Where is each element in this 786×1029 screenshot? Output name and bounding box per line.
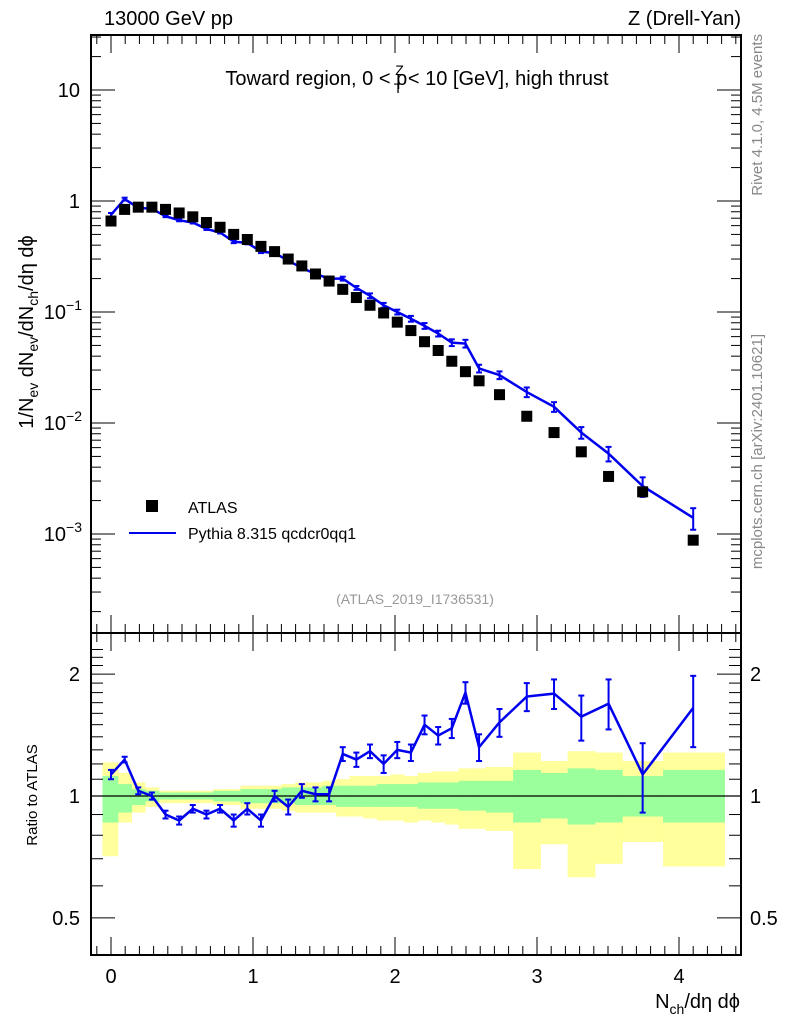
legend-pythia-label: Pythia 8.315 qcdcr0qq1 [188, 526, 356, 543]
xlabel-sub: ch [670, 1001, 685, 1017]
atlas-point [494, 389, 506, 401]
atlas-point [132, 201, 144, 213]
atlas-point [173, 207, 185, 219]
atlas-point [146, 201, 158, 213]
ratio-y-tick-label-left: 0.5 [52, 908, 80, 930]
atlas-point [548, 427, 560, 439]
atlas-point [160, 203, 172, 215]
header-right: Z (Drell-Yan) [628, 8, 741, 30]
main-title-sub: T [394, 80, 403, 96]
atlas-point [432, 344, 444, 356]
x-tick-label: 4 [673, 966, 684, 988]
atlas-point [214, 221, 226, 233]
atlas-point [296, 260, 308, 272]
atlas-point [323, 275, 335, 287]
atlas-point [521, 410, 533, 422]
atlas-point [391, 316, 403, 328]
legend-atlas-marker [146, 500, 158, 512]
atlas-point [282, 253, 294, 265]
atlas-point [187, 211, 199, 223]
ratio-y-tick-label-right: 0.5 [750, 908, 778, 930]
ylabel-part: dN [16, 352, 38, 383]
x-tick-label: 0 [105, 966, 116, 988]
ratio-y-tick-label-right: 1 [750, 786, 761, 808]
ylabel-sub: ev [25, 383, 41, 398]
atlas-point [687, 534, 699, 546]
y-tick-label: 10−2 [44, 408, 82, 435]
ratio-panel: 2 2 1 1 0.5 0.5 0 1 2 3 4 Ratio to ATLAS [24, 632, 778, 988]
main-title-prefix: Toward region, 0 < p [225, 68, 407, 90]
ylabel-sub: ev [25, 337, 41, 352]
xlabel-part: N [655, 991, 669, 1013]
x-tick-label: 1 [247, 966, 258, 988]
x-tick-label: 2 [389, 966, 400, 988]
y-tick-label: 10−3 [44, 519, 82, 546]
atlas-point [269, 246, 281, 258]
ratio-y-tick-label-left: 2 [69, 664, 80, 686]
atlas-point [119, 203, 131, 215]
x-axis-label: Nch/dη dϕ [655, 991, 740, 1017]
uncertainty-band-inner [102, 776, 119, 823]
atlas-point [309, 268, 321, 280]
ratio-frame [90, 632, 742, 956]
atlas-point [575, 446, 587, 458]
ylabel-part: /dN [16, 306, 38, 337]
uncertainty-band-inner [485, 780, 514, 813]
x-tick-label: 3 [531, 966, 542, 988]
ylabel-sub: ch [25, 291, 41, 306]
y-tick-label: 10−1 [44, 297, 82, 324]
mcplots-label: mcplots.cern.ch [arXiv:2401.10621] [749, 334, 766, 569]
atlas-point [446, 355, 458, 367]
atlas-point [255, 240, 267, 252]
atlas-point [350, 292, 362, 304]
atlas-point [241, 233, 253, 245]
header-left: 13000 GeV pp [104, 8, 233, 30]
atlas-point [405, 325, 417, 337]
atlas-point [228, 228, 240, 240]
atlas-point [378, 307, 390, 319]
atlas-point [603, 470, 615, 482]
ratio-y-tick-label-left: 1 [69, 786, 80, 808]
analysis-id: (ATLAS_2019_I1736531) [336, 591, 494, 607]
main-ylabel: 1/Nev dNev/dNch/dη dϕ [16, 235, 41, 428]
atlas-point [419, 336, 431, 348]
y-tick-label: 10 [58, 80, 80, 102]
rivet-label: Rivet 4.1.0, 4.5M events [749, 34, 766, 196]
main-panel: 10 1 10−1 10−2 10−3 Toward region, 0 < pZ T <… [16, 34, 742, 634]
xlabel-part: /dη dϕ [684, 991, 740, 1013]
uncertainty-band-inner [281, 787, 296, 804]
ylabel-part: 1/N [16, 398, 38, 429]
atlas-point [364, 299, 376, 311]
atlas-point [200, 217, 212, 229]
legend-atlas-label: ATLAS [188, 500, 238, 517]
legend: ATLAS Pythia 8.315 qcdcr0qq1 [129, 500, 356, 543]
atlas-point [105, 215, 117, 227]
pythia-line [110, 197, 694, 519]
atlas-point [459, 366, 471, 378]
y-tick-label: 1 [69, 191, 80, 213]
ylabel-part: /dη dϕ [16, 235, 38, 291]
main-title-suffix: < 10 [GeV], high thrust [402, 68, 609, 90]
ratio-ylabel: Ratio to ATLAS [24, 744, 41, 845]
atlas-point [337, 283, 349, 295]
main-title: Toward region, 0 < pZ T < 10 [GeV], high … [225, 62, 609, 96]
main-title-sup: Z [395, 62, 404, 78]
atlas-point [473, 375, 485, 387]
atlas-point [637, 486, 649, 498]
ratio-y-tick-label-right: 2 [750, 664, 761, 686]
uncertainty-band-inner [117, 784, 132, 813]
